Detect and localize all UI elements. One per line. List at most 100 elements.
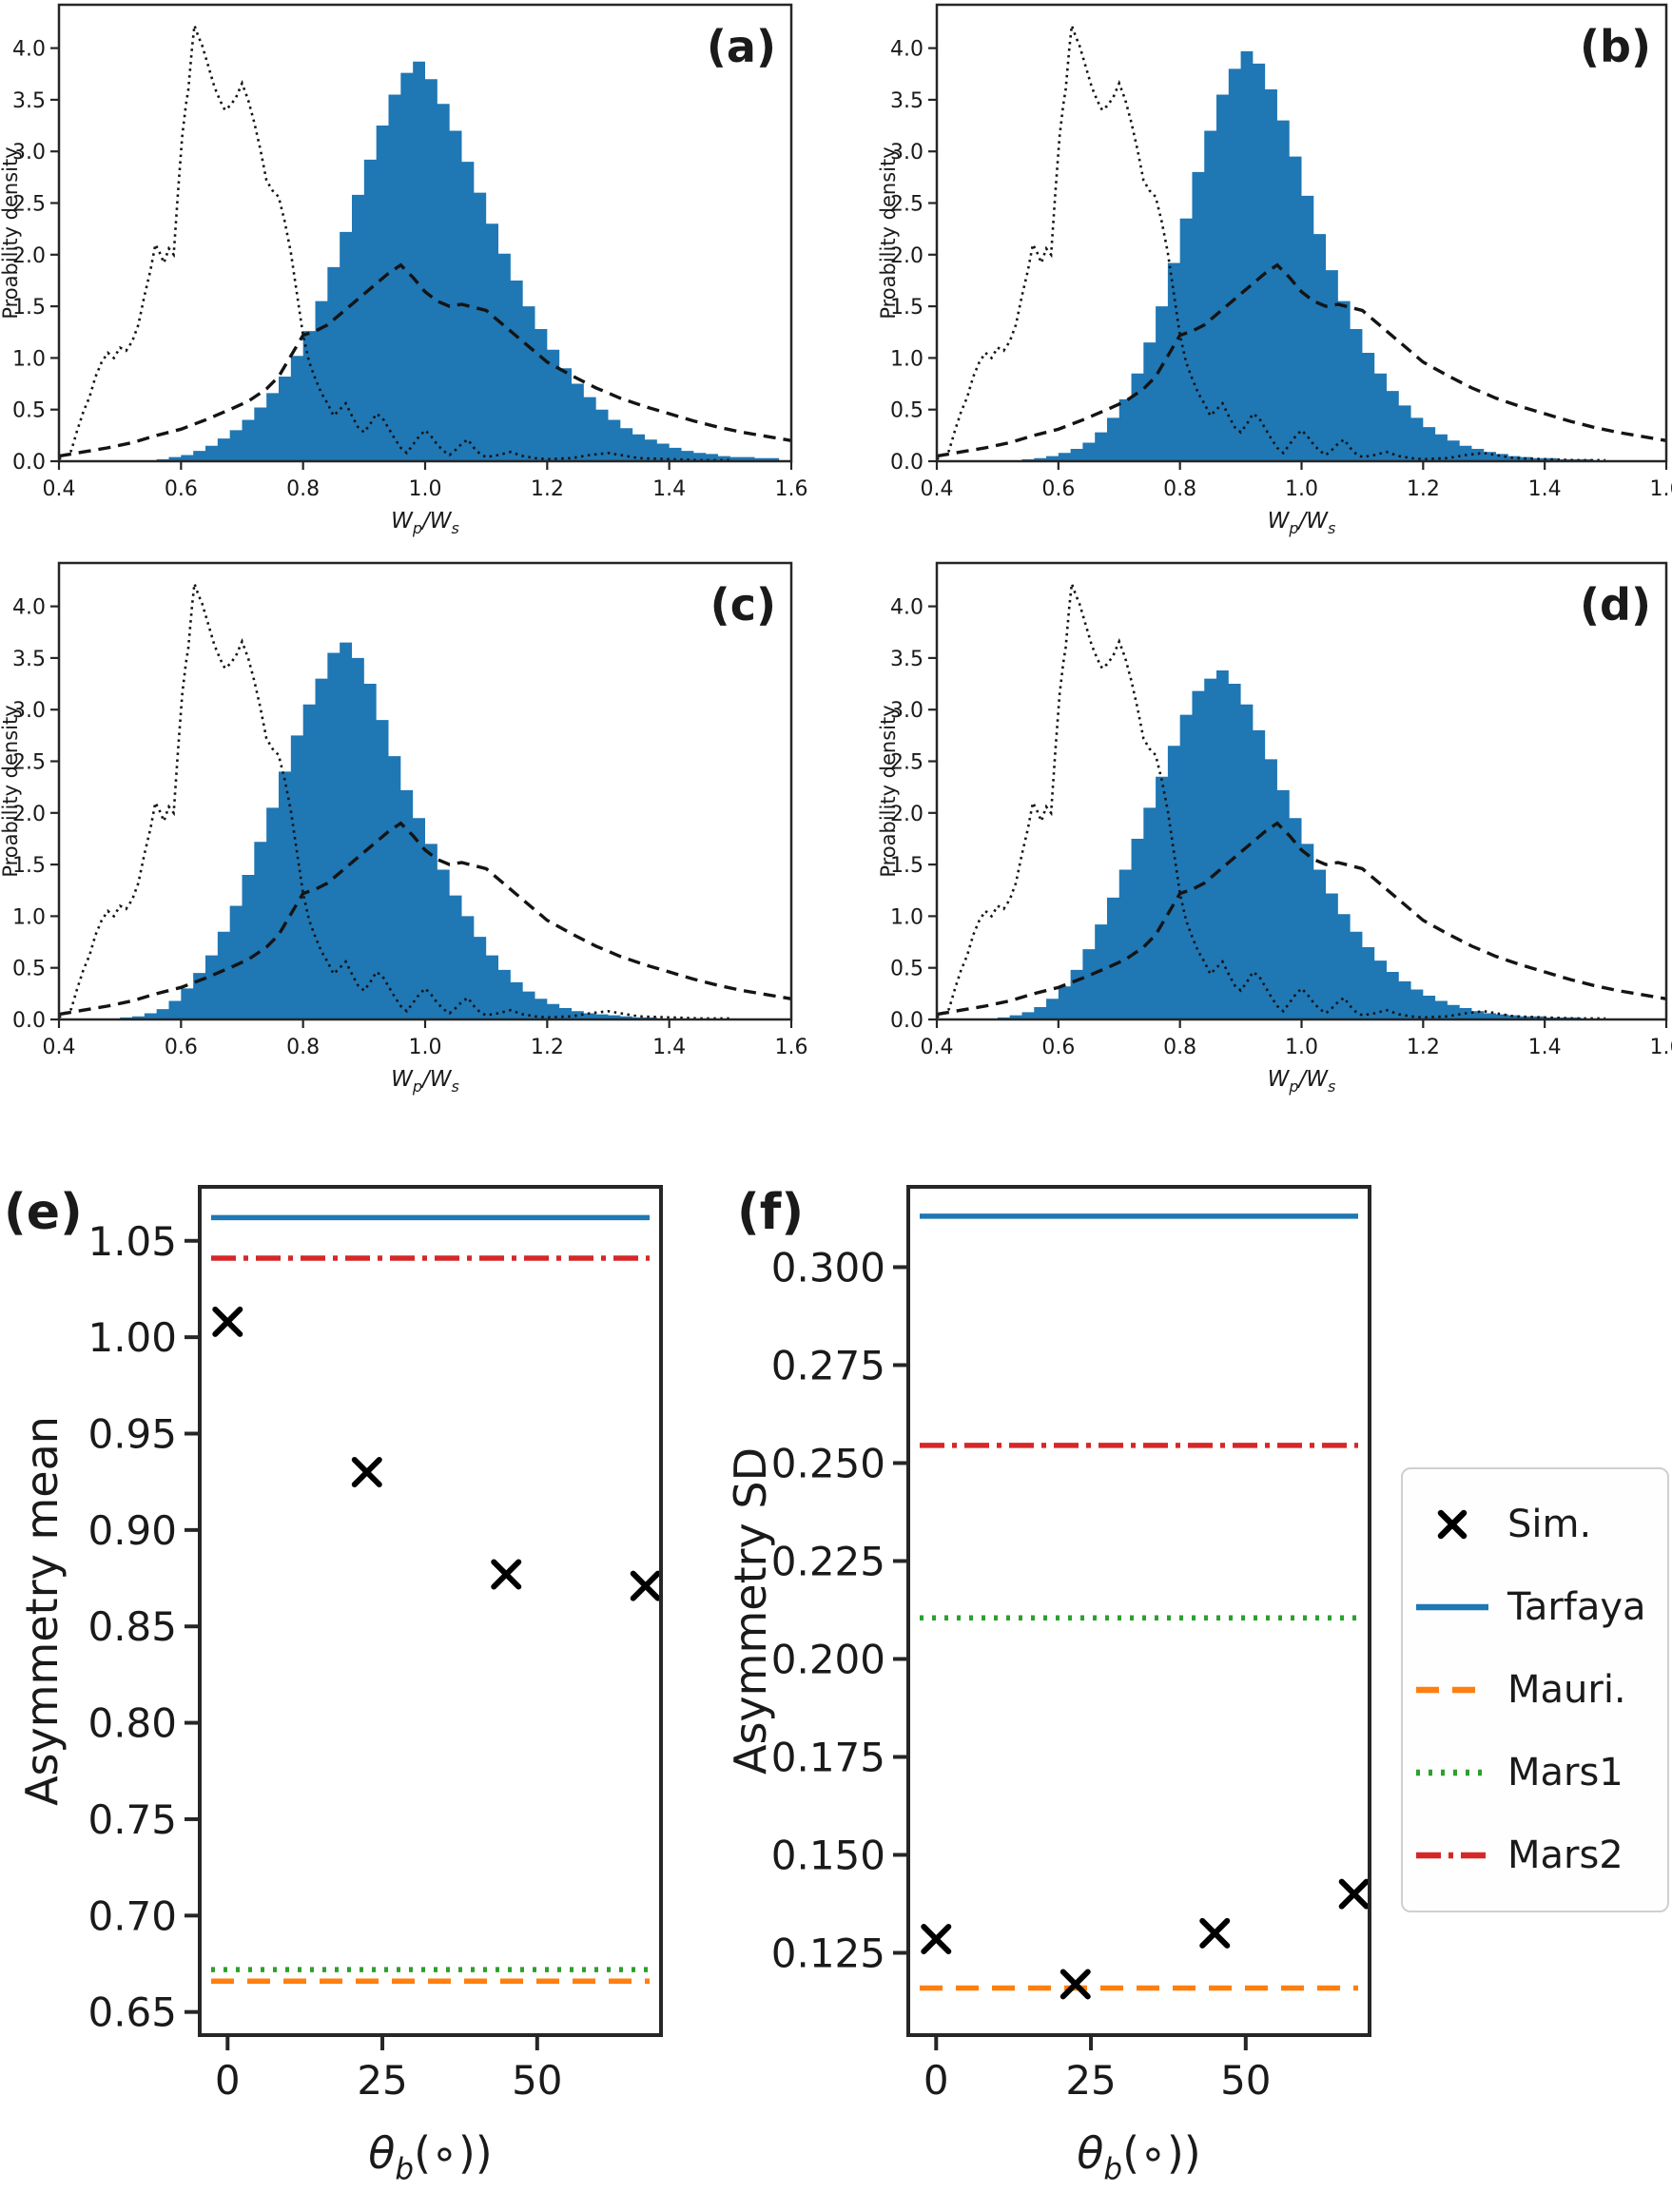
y-axis-label: Proability density (0, 146, 22, 319)
y-tick-label: 2.5 (12, 751, 46, 775)
histogram-bars (997, 669, 1582, 1019)
y-tick-label: 1.00 (87, 1314, 177, 1361)
y-tick-label: 4.0 (890, 596, 923, 620)
panel-letter: (c) (710, 579, 776, 631)
panel-letter: (e) (4, 1184, 83, 1241)
y-tick-label: 4.0 (12, 596, 46, 620)
plot-e-canvas: 0 25 50 0.65 0.70 0.75 0.80 0.85 0.90 0.95 1.00 1.0… (4, 1184, 663, 2186)
panel-d: 0.4 0.6 0.8 1.0 1.2 1.4 1.6 0.0 0.5 1.0 1.5 2.0 2.5 3… (836, 552, 1672, 1109)
y-tick-label: 3.0 (890, 141, 923, 165)
y-tick-label: 0.225 (771, 1538, 885, 1584)
x-tick-label: 0.6 (1041, 477, 1075, 501)
panel-f: 0 25 50 0.125 0.150 0.175 0.200 0.225 0.250 0.275… (709, 1122, 1417, 2212)
x-tick-label: 0.8 (1163, 477, 1196, 501)
x-tick-label: 25 (357, 2057, 407, 2104)
y-tick-label: 0.5 (890, 958, 923, 981)
y-tick-label: 0.75 (87, 1796, 177, 1843)
y-tick-label: 0.300 (771, 1244, 885, 1290)
x-tick-label: 25 (1065, 2057, 1116, 2104)
y-tick-label: 2.0 (12, 244, 46, 268)
x-tick-label: 1.0 (409, 1036, 442, 1059)
panel-letter: (b) (1580, 21, 1651, 72)
dashed-reference-curve (936, 262, 1667, 458)
legend-label: Mars1 (1507, 1751, 1623, 1795)
panel-b: 0.4 0.6 0.8 1.0 1.2 1.4 1.6 0.0 0.5 1.0 1.5 2.0 2.5 3… (836, 0, 1672, 550)
x-tick-label: 1.4 (652, 477, 686, 501)
x-tick-label: 0.6 (1041, 1036, 1075, 1059)
x-tick-label: 0.6 (165, 1036, 198, 1059)
y-tick-label: 2.0 (890, 803, 923, 826)
y-tick-label: 0.80 (87, 1700, 177, 1747)
y-axis-label: Asymmetry mean (16, 1416, 68, 1806)
y-tick-label: 2.0 (12, 803, 46, 826)
y-axis-label: Asymmetry SD (725, 1447, 776, 1775)
y-tick-label: 3.0 (12, 699, 46, 723)
sim-x-marker (921, 1924, 952, 1955)
y-tick-label: 2.5 (890, 193, 923, 217)
solid-line-icon (1416, 1603, 1488, 1611)
sim-x-marker (351, 1457, 382, 1488)
sim-x-marker (630, 1570, 661, 1601)
x-tick-label: 0.8 (286, 477, 320, 501)
y-axis-label: Proability density (877, 146, 900, 319)
histogram-bars (1021, 50, 1594, 462)
y-tick-label: 3.0 (12, 141, 46, 165)
plot-b-canvas: 0.4 0.6 0.8 1.0 1.2 1.4 1.6 0.0 0.5 1.0 1.5 2.0 2.5 3… (877, 3, 1672, 537)
y-tick-label: 2.5 (890, 751, 923, 775)
dashed-reference-curve (58, 262, 792, 458)
y-tick-label: 0.150 (771, 1832, 885, 1878)
y-tick-label: 0.125 (771, 1930, 885, 1976)
x-tick-label: 0.8 (1163, 1036, 1196, 1059)
y-tick-label: 0.5 (890, 399, 923, 423)
axes-spines (906, 1185, 1371, 2037)
y-tick-label: 0.0 (12, 1009, 46, 1033)
x-tick-label: 1.6 (775, 477, 808, 501)
legend-item-mauri: Mauri. (1412, 1652, 1658, 1728)
y-tick-label: 0.0 (890, 1009, 923, 1033)
legend-item-sim: Sim. (1412, 1486, 1658, 1562)
dashdot-line-icon (1416, 1853, 1488, 1859)
y-tick-label: 0.5 (12, 958, 46, 981)
y-tick-label: 3.0 (890, 699, 923, 723)
legend-label: Mars2 (1507, 1834, 1623, 1878)
y-tick-label: 3.5 (12, 648, 46, 671)
panel-letter: (d) (1580, 579, 1651, 631)
x-tick-label: 0.6 (165, 477, 198, 501)
panel-letter: (a) (707, 21, 776, 72)
panel-e: 0 25 50 0.65 0.70 0.75 0.80 0.85 0.90 0.95 1.00 1.0… (0, 1122, 709, 2212)
y-tick-label: 1.0 (890, 905, 923, 929)
x-tick-label: 1.6 (775, 1036, 808, 1059)
y-tick-label: 1.0 (890, 347, 923, 371)
legend-item-tarfaya: Tarfaya (1412, 1569, 1658, 1645)
x-tick-label: 1.2 (531, 477, 564, 501)
dashed-reference-curve (936, 821, 1667, 1017)
x-axis-label: θb(∘)) (368, 2127, 492, 2186)
x-tick-label: 1.2 (1407, 1036, 1440, 1059)
x-tick-label: 0 (923, 2057, 949, 2104)
y-tick-label: 4.0 (12, 38, 46, 62)
x-axis-label: θb(∘)) (1077, 2127, 1200, 2186)
sim-x-marker (212, 1306, 243, 1337)
y-tick-label: 0.90 (87, 1507, 177, 1554)
y-tick-label: 0.0 (890, 451, 923, 475)
y-tick-label: 0.70 (87, 1892, 177, 1939)
x-tick-label: 0.8 (286, 1036, 320, 1059)
x-axis-label: Wp/Ws (1268, 1067, 1336, 1096)
x-tick-label: 50 (512, 2057, 562, 2104)
y-tick-label: 1.5 (12, 296, 46, 320)
x-marker-glyph (1437, 1509, 1468, 1539)
histogram-bars (120, 642, 657, 1019)
legend-label: Tarfaya (1507, 1584, 1646, 1629)
x-tick-label: 1.4 (652, 1036, 686, 1059)
y-tick-label: 1.0 (12, 905, 46, 929)
legend-label: Sim. (1507, 1502, 1592, 1546)
x-tick-label: 0.4 (921, 477, 954, 501)
y-axis-label: Proability density (877, 705, 900, 877)
x-tick-label: 1.0 (1285, 1036, 1318, 1059)
y-tick-label: 0.0 (12, 451, 46, 475)
panel-a: 0.4 0.6 0.8 1.0 1.2 1.4 1.6 0.0 0.5 1.0 1.5 2.0 2.5 3… (0, 0, 836, 550)
dashed-reference-curve (58, 821, 792, 1017)
x-tick-label: 1.4 (1528, 477, 1562, 501)
x-tick-label: 1.6 (1650, 477, 1672, 501)
